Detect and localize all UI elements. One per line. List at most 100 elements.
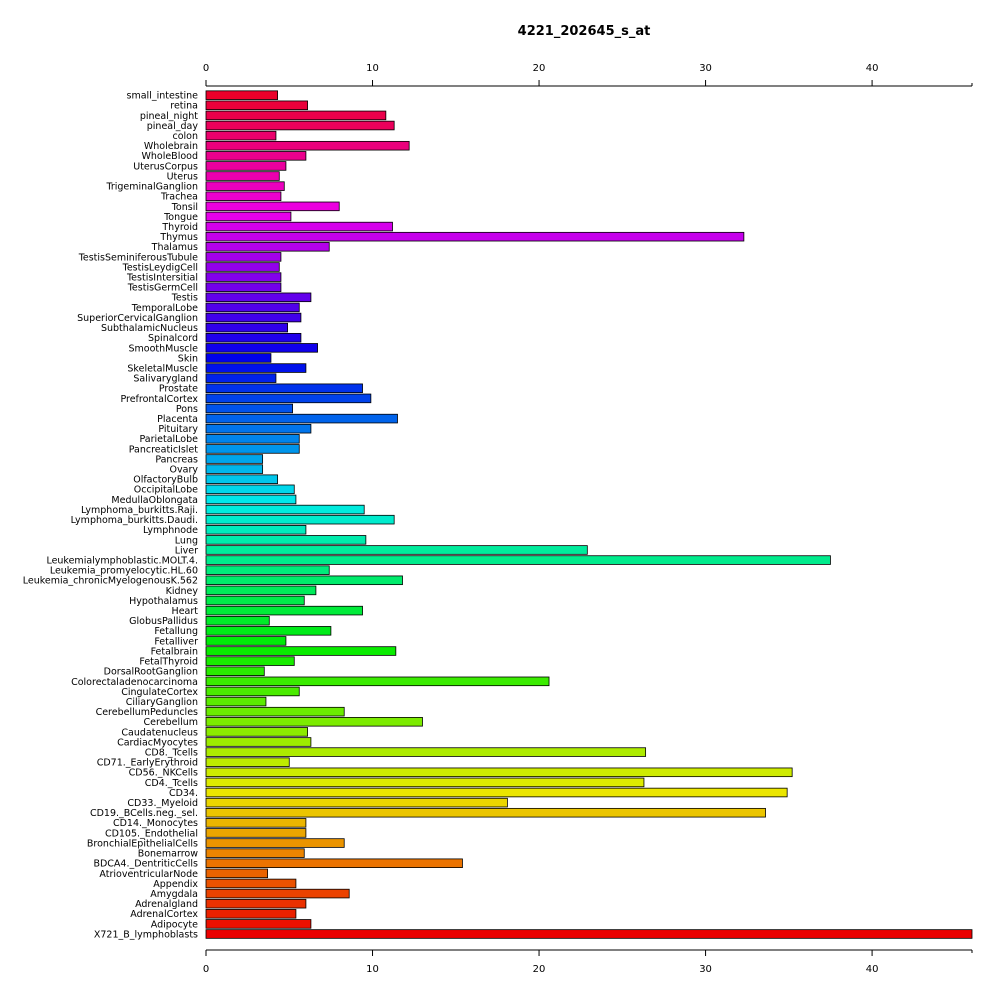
category-label: Testis — [171, 293, 198, 304]
bar — [205, 535, 367, 545]
bar — [205, 909, 297, 919]
category-label: CD34. — [169, 788, 198, 799]
category-label: Lymphnode — [143, 525, 198, 536]
tick-label: 40 — [866, 63, 879, 74]
bar — [205, 878, 297, 889]
bar — [205, 646, 397, 656]
bar — [205, 353, 272, 363]
category-label: pineal_day — [147, 121, 199, 132]
category-label: Trachea — [160, 192, 198, 203]
category-label: AdrenalCortex — [130, 909, 198, 920]
category-labels: small_intestineretinapineal_nightpineal_… — [23, 91, 199, 941]
bar — [205, 929, 973, 939]
category-label: CD33._Myeloid — [127, 798, 198, 809]
category-label: WholeBlood — [141, 151, 198, 162]
tick-label: 30 — [699, 964, 712, 975]
bar — [205, 181, 285, 191]
tick-label: 40 — [866, 964, 879, 975]
bar — [205, 403, 293, 414]
bar — [205, 454, 264, 464]
category-label: Colorectaladenocarcinoma — [71, 677, 198, 688]
bar — [205, 787, 788, 798]
tick-label: 10 — [366, 63, 379, 74]
category-label: Lymphoma_burkitts.Daudi. — [71, 515, 198, 526]
bar — [205, 514, 395, 525]
bar — [205, 363, 307, 373]
category-label: Thalamus — [151, 242, 198, 253]
category-label: Pancreas — [155, 454, 198, 465]
category-label: Salivarygland — [133, 374, 198, 385]
bar — [205, 272, 282, 282]
bar — [205, 919, 312, 929]
category-label: Leukemia_chronicMyelogenousK.562 — [23, 576, 198, 587]
bar — [205, 545, 588, 555]
category-label: colon — [172, 131, 198, 142]
category-label: ParietalLobe — [139, 434, 198, 445]
bars-group — [205, 90, 973, 939]
bar — [205, 140, 410, 151]
bar — [205, 282, 282, 292]
bar — [205, 110, 387, 121]
bar — [205, 747, 647, 757]
bar — [205, 656, 295, 666]
bar — [205, 161, 287, 171]
bar — [205, 858, 463, 868]
bar — [205, 777, 645, 788]
category-label: Liver — [175, 545, 198, 556]
bar — [205, 90, 278, 100]
bar — [205, 605, 363, 616]
category-label: Thymus — [159, 232, 198, 243]
bar — [205, 555, 831, 565]
bar — [205, 626, 332, 636]
bar — [205, 595, 305, 606]
category-label: Adrenalgland — [135, 899, 198, 910]
category-label: AtrioventricularNode — [99, 869, 198, 880]
bar — [205, 292, 312, 303]
tick-label: 20 — [533, 964, 546, 975]
category-label: BDCA4._DentriticCells — [93, 859, 198, 870]
bar — [205, 888, 350, 899]
category-label: Thyroid — [161, 222, 198, 233]
bar — [205, 868, 269, 879]
bar — [205, 262, 280, 272]
category-label: Tongue — [163, 212, 198, 223]
category-label: MedullaOblongata — [111, 495, 198, 506]
bar — [205, 686, 300, 697]
category-label: DorsalRootGanglion — [104, 667, 198, 678]
category-label: Tonsil — [171, 202, 198, 213]
bar — [205, 211, 292, 222]
chart-title: 4221_202645_s_at — [518, 24, 651, 39]
category-label: Uterus — [167, 171, 198, 182]
bar — [205, 434, 300, 444]
bar — [205, 717, 423, 727]
category-label: TestisGermCell — [127, 283, 198, 294]
tick-label: 0 — [203, 63, 209, 74]
bar — [205, 343, 318, 353]
category-label: TestisSeminiferousTubule — [78, 252, 198, 263]
category-label: TestisLeydigCell — [122, 262, 198, 273]
bar — [205, 312, 302, 323]
category-label: TemporalLobe — [131, 303, 198, 314]
bar — [205, 191, 282, 202]
category-label: retina — [170, 101, 198, 112]
bar — [205, 393, 372, 404]
bar — [205, 615, 270, 626]
bar — [205, 484, 295, 495]
tick-label: 0 — [203, 964, 209, 975]
category-label: Fetalbrain — [151, 646, 198, 657]
tick-label: 20 — [533, 63, 546, 74]
bar — [205, 474, 278, 484]
bar — [205, 848, 305, 858]
category-label: X721_B_lymphoblasts — [94, 929, 198, 940]
category-label: SkeletalMuscle — [127, 363, 198, 374]
category-label: TestisIntersitial — [126, 273, 198, 284]
category-label: CD19._BCells.neg._sel. — [90, 808, 198, 819]
category-label: Caudatenucleus — [121, 727, 198, 738]
bar — [205, 201, 340, 212]
bar — [205, 807, 766, 818]
category-label: Pituitary — [158, 424, 198, 435]
category-label: Lymphoma_burkitts.Raji. — [81, 505, 198, 516]
bar — [205, 464, 264, 474]
bar — [205, 696, 267, 707]
